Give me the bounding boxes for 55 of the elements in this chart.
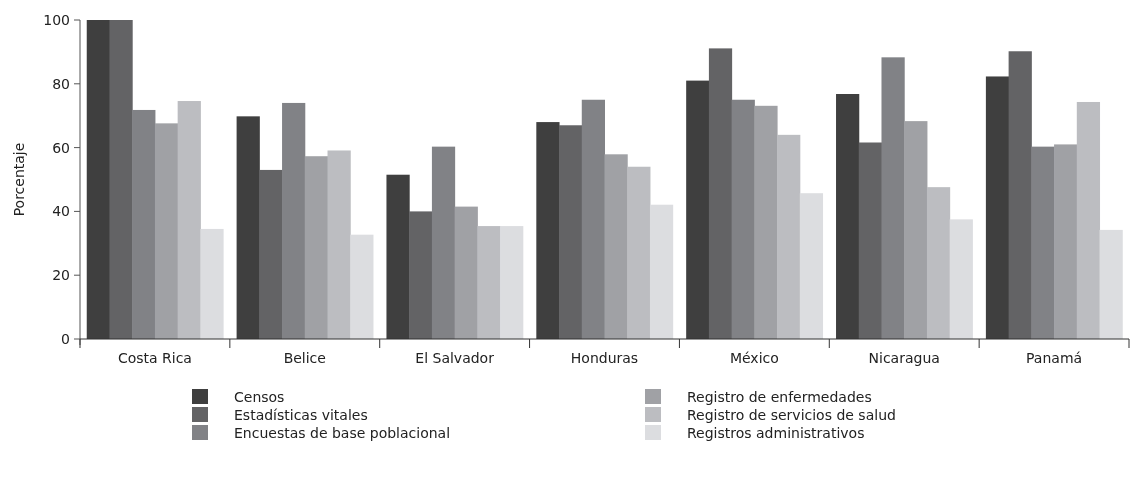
y-tick-label: 20 (52, 267, 70, 284)
bar (200, 228, 224, 339)
y-axis-title: Porcentaje (11, 142, 27, 217)
bar (904, 121, 928, 339)
bar (1099, 229, 1123, 339)
x-tick-label: Costa Rica (117, 350, 192, 366)
bar (604, 154, 628, 339)
x-tick-label: Nicaragua (868, 350, 940, 366)
bar (649, 204, 674, 339)
bar (754, 105, 778, 339)
bar (627, 166, 651, 339)
bar (581, 99, 605, 339)
bar (1031, 146, 1055, 339)
bar (708, 48, 733, 339)
x-tick-label: El Salvador (415, 350, 495, 366)
bar (1054, 144, 1078, 339)
bar (949, 219, 973, 339)
bar (777, 134, 801, 339)
legend-label: Censos (234, 388, 285, 405)
bar (731, 99, 755, 339)
legend-label: Registros administrativos (687, 424, 865, 441)
y-tick-label: 0 (61, 330, 70, 347)
x-tick-label: Panamá (1026, 350, 1083, 366)
bar (259, 169, 283, 339)
x-tick-label: Honduras (570, 350, 639, 366)
y-tick-label: 40 (52, 203, 70, 220)
bar (1008, 51, 1032, 339)
legend-label: Estadísticas vitales (234, 406, 368, 423)
bar (1076, 101, 1101, 339)
x-tick-label: México (729, 350, 779, 366)
bar (454, 206, 478, 339)
bar (881, 57, 905, 339)
bar (304, 156, 329, 339)
legend-label: Registro de servicios de salud (687, 406, 896, 423)
y-tick-label: 80 (52, 75, 70, 92)
bar (431, 146, 456, 339)
bar (858, 142, 882, 339)
bar (327, 150, 351, 339)
bar (132, 109, 156, 339)
bar (109, 20, 133, 339)
legend-label: Registro de enfermedades (687, 388, 872, 405)
bar (350, 234, 374, 339)
bar (500, 226, 524, 339)
legend-label: Encuestas de base poblacional (234, 424, 451, 441)
bar (559, 125, 583, 339)
bar (409, 211, 433, 339)
bar (154, 123, 179, 339)
bar (477, 226, 501, 339)
y-tick-label: 60 (52, 139, 70, 156)
bar (282, 102, 306, 339)
bar (177, 101, 201, 339)
bar (926, 187, 951, 339)
bar (799, 193, 824, 339)
x-tick-label: Belice (283, 350, 326, 366)
y-tick-label: 100 (43, 11, 70, 28)
